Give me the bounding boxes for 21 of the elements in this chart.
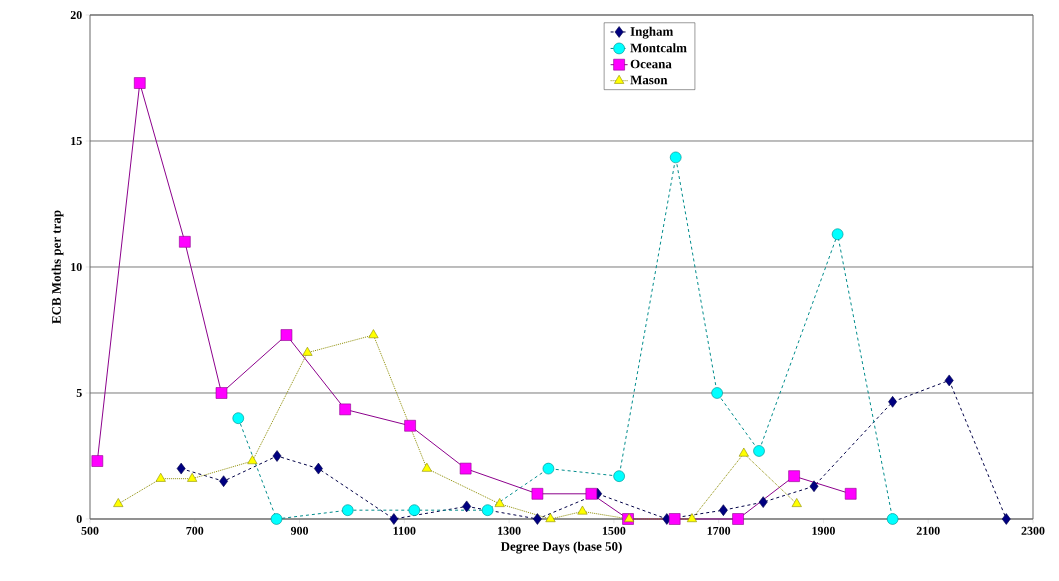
legend-label: Mason <box>630 75 668 85</box>
y-tick-label: 20 <box>70 10 82 20</box>
x-tick-label: 2100 <box>916 526 940 535</box>
x-tick-label: 1500 <box>602 526 626 535</box>
x-tick-label: 1700 <box>707 526 731 535</box>
x-tick-label: 1300 <box>498 526 521 535</box>
x-tick-label: 500 <box>81 526 99 535</box>
x-tick-label: 700 <box>186 526 204 535</box>
x-tick-label: 1900 <box>812 526 835 535</box>
x-axis-title: Degree Days (base 50) <box>500 541 622 554</box>
x-tick-label: 1100 <box>393 526 416 535</box>
y-tick-label: 10 <box>71 262 82 272</box>
y-axis-title: ECB Moths per trap <box>51 210 64 324</box>
y-tick-label: 5 <box>76 389 82 397</box>
y-tick-label: 0 <box>76 514 82 524</box>
x-tick-label: 900 <box>290 526 309 535</box>
legend-label: Ingham <box>630 26 674 39</box>
legend-label: Montcalm <box>630 43 687 53</box>
legend-label: Oceana <box>630 59 672 69</box>
x-tick-label: 2300 <box>1021 526 1045 535</box>
y-tick-label: 15 <box>71 136 82 145</box>
